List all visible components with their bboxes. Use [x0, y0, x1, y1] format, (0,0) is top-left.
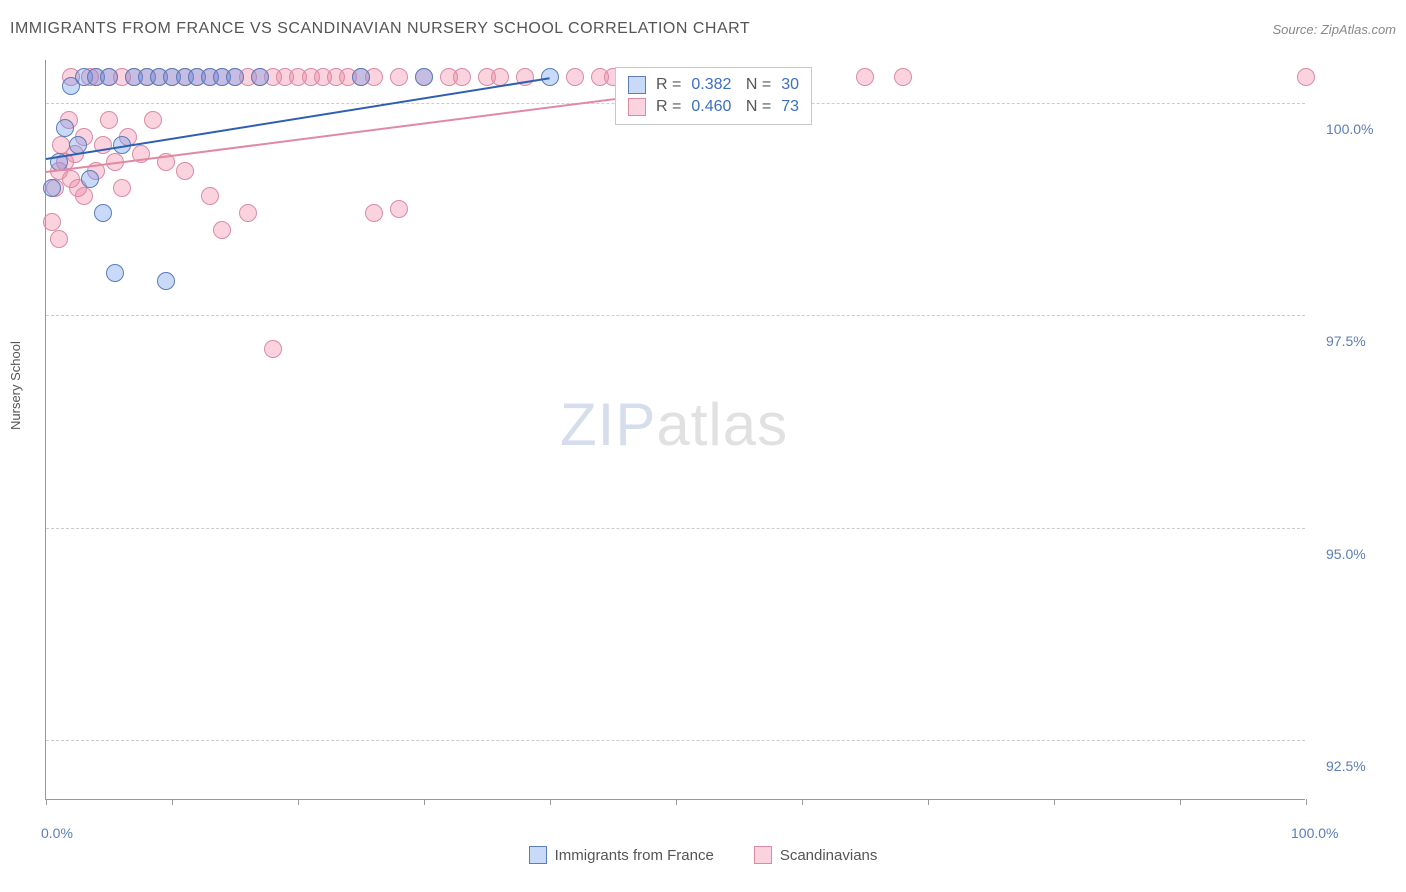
legend: Immigrants from France Scandinavians [0, 846, 1406, 864]
data-point-series1 [56, 119, 74, 137]
data-point-series2 [239, 204, 257, 222]
data-point-series2 [144, 111, 162, 129]
legend-item-series2: Scandinavians [754, 846, 878, 864]
data-point-series1 [251, 68, 269, 86]
x-tick [424, 799, 425, 805]
data-point-series2 [213, 221, 231, 239]
data-point-series2 [453, 68, 471, 86]
legend-item-series1: Immigrants from France [529, 846, 714, 864]
data-point-series2 [1297, 68, 1315, 86]
data-point-series1 [415, 68, 433, 86]
trendline-series1 [46, 77, 550, 160]
data-point-series1 [100, 68, 118, 86]
data-point-series2 [365, 204, 383, 222]
stat-n-series1: 30 [781, 76, 799, 94]
data-point-series2 [894, 68, 912, 86]
data-point-series2 [264, 340, 282, 358]
chart-plot-area: 92.5%95.0%97.5%100.0%0.0%100.0% [45, 60, 1305, 800]
source-label: Source: ZipAtlas.com [1272, 22, 1396, 37]
y-tick-label: 95.0% [1326, 546, 1366, 562]
x-tick [802, 799, 803, 805]
stat-n-series2: 73 [781, 98, 799, 116]
data-point-series1 [541, 68, 559, 86]
data-point-series2 [390, 68, 408, 86]
x-tick [1054, 799, 1055, 805]
x-tick [46, 799, 47, 805]
x-tick [1180, 799, 1181, 805]
data-point-series2 [43, 213, 61, 231]
gridline [46, 528, 1305, 529]
gridline [46, 315, 1305, 316]
data-point-series1 [81, 170, 99, 188]
stats-row-series1: R = 0.382 N = 30 [628, 74, 799, 96]
data-point-series2 [856, 68, 874, 86]
swatch-series1 [628, 76, 646, 94]
data-point-series2 [201, 187, 219, 205]
swatch-series1 [529, 846, 547, 864]
x-tick [1306, 799, 1307, 805]
data-point-series2 [566, 68, 584, 86]
swatch-series2 [754, 846, 772, 864]
swatch-series2 [628, 98, 646, 116]
gridline [46, 740, 1305, 741]
data-point-series1 [352, 68, 370, 86]
x-tick-label: 100.0% [1291, 825, 1338, 841]
x-tick [550, 799, 551, 805]
data-point-series2 [390, 200, 408, 218]
data-point-series1 [94, 204, 112, 222]
x-tick [298, 799, 299, 805]
x-tick [928, 799, 929, 805]
stat-n-label: N = [741, 76, 771, 94]
data-point-series2 [176, 162, 194, 180]
y-tick-label: 97.5% [1326, 333, 1366, 349]
stat-r-label: R = [656, 98, 681, 116]
stats-row-series2: R = 0.460 N = 73 [628, 96, 799, 118]
data-point-series2 [100, 111, 118, 129]
stat-r-series1: 0.382 [691, 76, 731, 94]
data-point-series2 [75, 187, 93, 205]
data-point-series1 [157, 272, 175, 290]
data-point-series1 [43, 179, 61, 197]
legend-label-series1: Immigrants from France [555, 847, 714, 864]
data-point-series1 [106, 264, 124, 282]
data-point-series1 [226, 68, 244, 86]
data-point-series2 [113, 179, 131, 197]
stats-box: R = 0.382 N = 30 R = 0.460 N = 73 [615, 67, 812, 125]
x-tick [676, 799, 677, 805]
legend-label-series2: Scandinavians [780, 847, 878, 864]
chart-title: IMMIGRANTS FROM FRANCE VS SCANDINAVIAN N… [10, 20, 750, 38]
stat-r-series2: 0.460 [691, 98, 731, 116]
stat-r-label: R = [656, 76, 681, 94]
y-tick-label: 92.5% [1326, 758, 1366, 774]
x-tick [172, 799, 173, 805]
y-axis-title: Nursery School [8, 341, 23, 430]
data-point-series2 [50, 230, 68, 248]
y-tick-label: 100.0% [1326, 121, 1373, 137]
x-tick-label: 0.0% [41, 825, 73, 841]
stat-n-label: N = [741, 98, 771, 116]
